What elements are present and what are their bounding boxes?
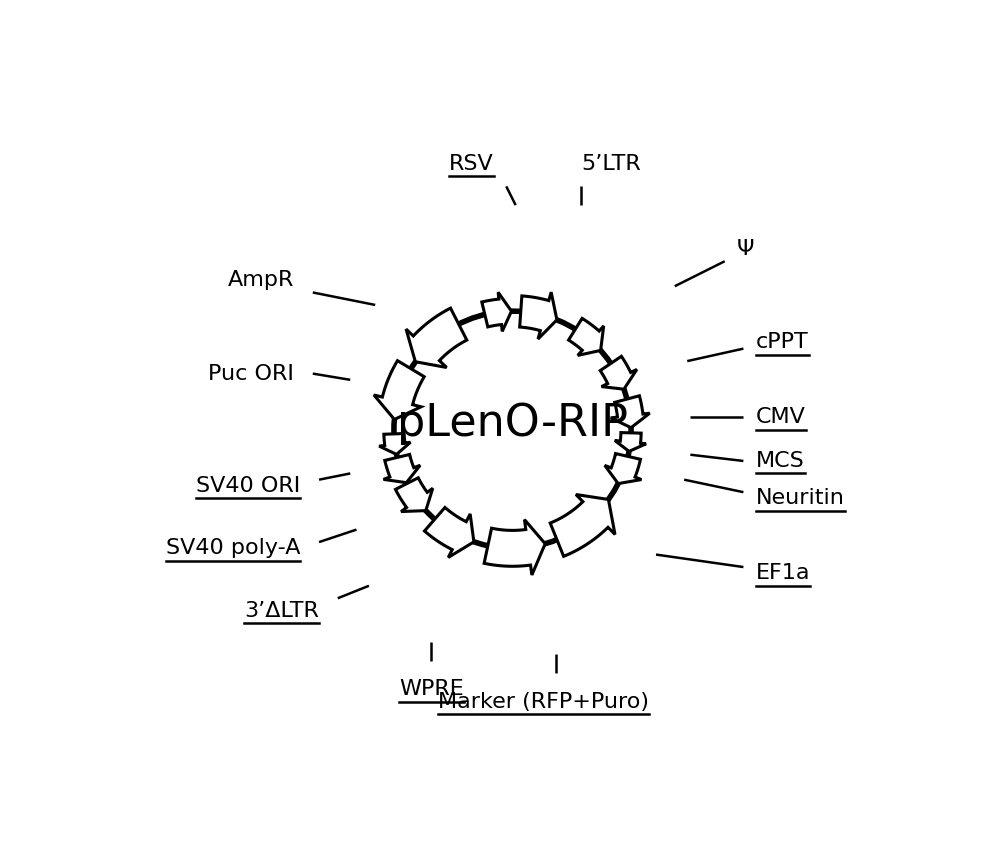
Text: 3’ΔLTR: 3’ΔLTR [244, 601, 319, 620]
Text: WPRE: WPRE [399, 679, 464, 700]
Polygon shape [383, 454, 420, 483]
Text: CMV: CMV [756, 408, 806, 427]
Text: cPPT: cPPT [756, 333, 809, 352]
Polygon shape [482, 292, 511, 331]
Text: pLenO-RIP: pLenO-RIP [397, 402, 628, 445]
Polygon shape [424, 507, 474, 557]
Polygon shape [605, 454, 641, 483]
Text: RSV: RSV [449, 154, 494, 174]
Polygon shape [406, 308, 467, 368]
Text: EF1a: EF1a [756, 563, 810, 583]
Polygon shape [395, 477, 433, 511]
Polygon shape [520, 292, 557, 339]
Polygon shape [569, 318, 604, 356]
Text: MCS: MCS [756, 451, 805, 471]
Text: SV40 ORI: SV40 ORI [196, 476, 300, 496]
Text: Ψ: Ψ [737, 239, 755, 259]
Text: SV40 poly-A: SV40 poly-A [166, 539, 300, 558]
Polygon shape [379, 433, 410, 454]
Polygon shape [600, 357, 637, 389]
Polygon shape [374, 361, 424, 420]
Polygon shape [615, 432, 646, 451]
Text: AmpR: AmpR [228, 270, 294, 290]
Polygon shape [611, 396, 650, 428]
Polygon shape [550, 494, 615, 557]
Text: Neuritin: Neuritin [756, 488, 845, 508]
Text: Puc ORI: Puc ORI [208, 363, 294, 384]
Polygon shape [484, 520, 545, 575]
Text: 5’LTR: 5’LTR [581, 154, 641, 174]
Text: Marker (RFP+Puro): Marker (RFP+Puro) [438, 692, 649, 712]
